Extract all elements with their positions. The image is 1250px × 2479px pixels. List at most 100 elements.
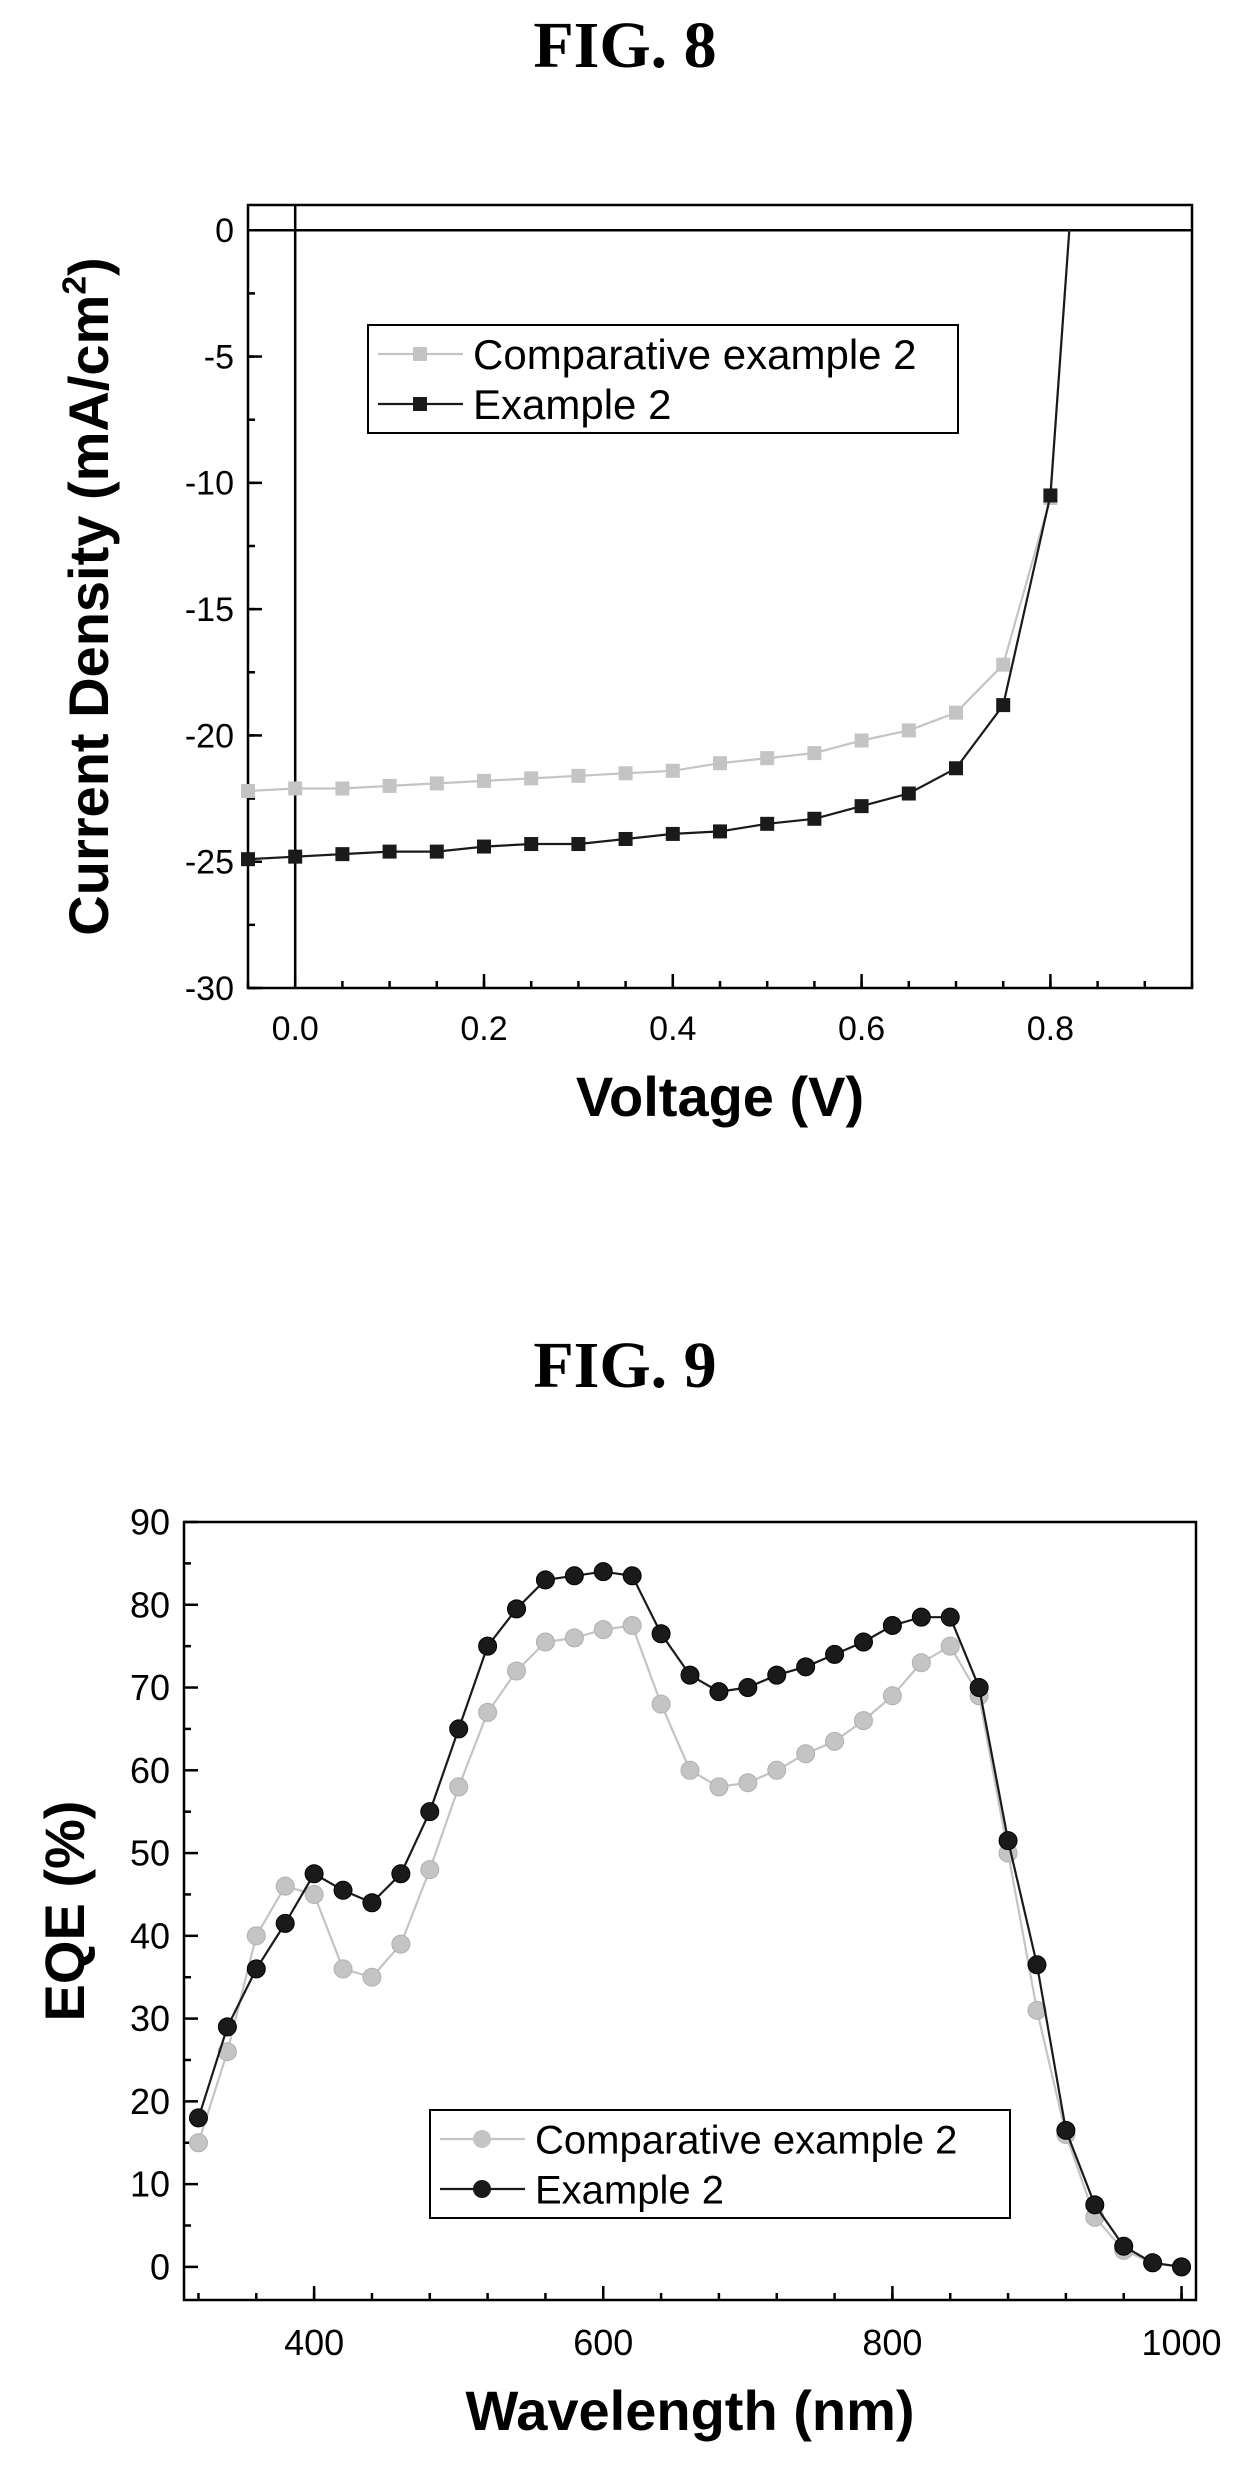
y-tick-label: 30 <box>130 1998 170 2039</box>
data-point <box>429 844 444 859</box>
data-point <box>391 1864 411 1884</box>
data-point <box>911 1653 931 1673</box>
plot-frame <box>246 203 1194 990</box>
data-point <box>188 2133 208 2153</box>
data-point <box>854 733 869 748</box>
legend-marker <box>473 2130 491 2148</box>
data-point <box>564 1628 584 1648</box>
series-line-0 <box>247 230 1071 793</box>
data-point <box>807 746 822 761</box>
data-point <box>335 781 350 796</box>
data-point <box>535 1632 555 1652</box>
data-point <box>478 1702 498 1722</box>
data-point <box>651 1624 671 1644</box>
data-point <box>996 698 1011 713</box>
legend-marker <box>413 397 427 411</box>
data-point <box>651 1694 671 1714</box>
data-point <box>1056 2120 1076 2140</box>
plot-frame <box>182 1520 1198 2302</box>
y-tick-label: 90 <box>130 1502 170 1543</box>
data-point <box>825 1644 845 1664</box>
data-point <box>767 1760 787 1780</box>
data-point <box>796 1744 816 1764</box>
x-axis-title: Wavelength (nm) <box>465 2379 914 2442</box>
data-point <box>622 1615 642 1635</box>
data-point <box>1043 488 1058 503</box>
y-tick-label: 0 <box>150 2246 170 2287</box>
data-point <box>335 847 350 862</box>
data-point <box>535 1570 555 1590</box>
y-tick-label: -30 <box>185 970 234 1008</box>
legend-label: Example 2 <box>473 381 671 428</box>
data-point <box>593 1620 613 1640</box>
data-point <box>382 778 397 793</box>
data-point <box>767 1665 787 1685</box>
data-point <box>507 1661 527 1681</box>
data-point <box>622 1566 642 1586</box>
x-tick-label: 600 <box>573 2322 633 2363</box>
data-point <box>713 756 727 771</box>
data-point <box>901 723 916 738</box>
fig8-title: FIG. 8 <box>533 9 717 82</box>
data-point <box>304 1884 324 1904</box>
data-point <box>420 1860 440 1880</box>
y-tick-label: 40 <box>130 1915 170 1956</box>
x-axis-title: Voltage (V) <box>576 1065 864 1128</box>
data-point <box>709 1777 729 1797</box>
data-point <box>1143 2253 1163 2273</box>
data-point <box>940 1607 960 1627</box>
data-point <box>998 1831 1018 1851</box>
data-point <box>709 1682 729 1702</box>
legend-box <box>429 2109 1011 2219</box>
data-point <box>362 1893 382 1913</box>
data-point <box>882 1615 902 1635</box>
x-tick-label: 0.6 <box>838 1010 885 1048</box>
data-point <box>478 1636 498 1656</box>
legend-label: Comparative example 2 <box>473 331 917 378</box>
data-point <box>1085 2195 1105 2215</box>
legend-marker <box>413 347 427 361</box>
y-tick-label: 70 <box>130 1667 170 1708</box>
data-point <box>246 1959 266 1979</box>
data-point <box>760 816 775 831</box>
data-point <box>217 2017 237 2037</box>
y-tick-label: -10 <box>185 465 234 503</box>
data-point <box>524 837 539 852</box>
data-point <box>949 705 963 720</box>
data-point <box>901 786 916 801</box>
data-point <box>949 761 963 776</box>
data-point <box>940 1636 960 1656</box>
y-tick-label: 60 <box>130 1750 170 1791</box>
data-point <box>477 839 491 854</box>
data-point <box>507 1599 527 1619</box>
y-axis-title: EQE (%) <box>33 1801 96 2022</box>
x-tick-label: 1000 <box>1141 2322 1221 2363</box>
data-point <box>246 1926 266 1946</box>
data-point <box>571 768 586 783</box>
data-point <box>796 1657 816 1677</box>
x-tick-label: 400 <box>284 2322 344 2363</box>
y-tick-label: 20 <box>130 2081 170 2122</box>
data-point <box>911 1607 931 1627</box>
data-point <box>333 1880 353 1900</box>
data-point <box>524 771 539 786</box>
data-point <box>680 1760 700 1780</box>
y-axis-title: Current Density (mA/cm2) <box>57 257 120 935</box>
data-point <box>807 811 822 826</box>
y-tick-label: 50 <box>130 1833 170 1874</box>
legend-box <box>367 324 959 434</box>
data-point <box>1172 2257 1192 2277</box>
data-point <box>449 1777 469 1797</box>
data-point <box>618 831 633 846</box>
data-point <box>618 766 633 781</box>
data-point <box>241 783 255 798</box>
data-point <box>429 776 444 791</box>
data-point <box>288 849 303 864</box>
data-point <box>853 1632 873 1652</box>
data-point <box>449 1719 469 1739</box>
y-tick-label: 10 <box>130 2164 170 2205</box>
y-tick-label: -25 <box>185 844 234 882</box>
jv-chart: 0.0 0.2 0.4 0.6 0.8 0 -5 -10 -15 -20 -25 -30 Voltage… <box>57 203 1194 1128</box>
y-tick-label: -5 <box>204 338 234 376</box>
data-point <box>571 837 586 852</box>
